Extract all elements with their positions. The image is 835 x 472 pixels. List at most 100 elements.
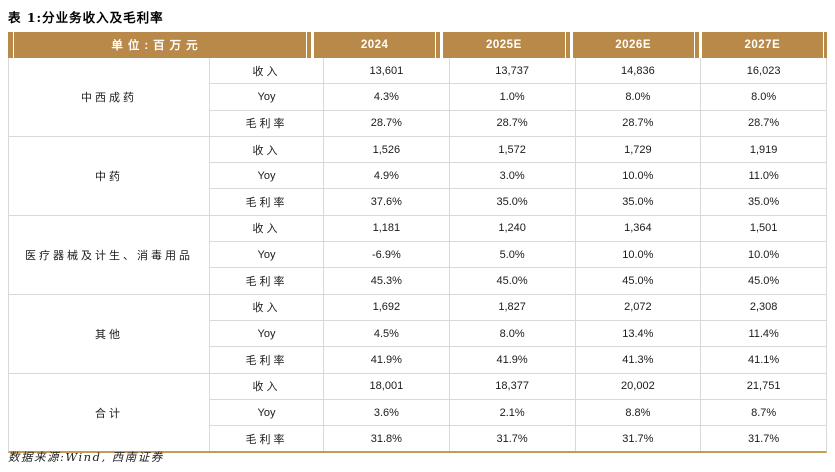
header-separator — [435, 32, 444, 58]
table-row: 收入 13,601 13,737 14,836 16,023 — [210, 58, 826, 84]
value-cell: 5.0% — [450, 242, 576, 268]
value-cell: 35.0% — [748, 196, 780, 209]
table-row: Yoy 4.3% 1.0% 8.0% 8.0% — [210, 83, 826, 110]
segment-rows: 收入 1,526 1,572 1,729 1,919 Yoy 4.9% 3.0% 10.0% 11… — [210, 136, 826, 215]
value-cell: 8.0% — [751, 90, 777, 103]
value-cell: 41.9% — [324, 347, 450, 373]
table-row: Yoy 4.5% 8.0% 13.4% 11.4% — [210, 319, 826, 347]
header-separator — [693, 32, 702, 58]
value-cell: 8.8% — [576, 399, 702, 426]
value-cell: 4.9% — [324, 163, 450, 189]
unit-header-cell: 单位:百万元 — [8, 32, 306, 58]
metric-label-cell: Yoy — [210, 399, 324, 426]
value-cell: 2.1% — [450, 399, 576, 426]
table-row: 毛利率 28.7% 28.7% 28.7% 28.7% — [210, 109, 826, 136]
table-row: 收入 1,526 1,572 1,729 1,919 — [210, 136, 826, 163]
metric-label-cell: 收入 — [210, 136, 324, 163]
segment-name-cell: 中西成药 — [9, 58, 210, 136]
metric-label-cell: 收入 — [210, 294, 324, 320]
table-row: 毛利率 45.3% 45.0% 45.0% 45.0% — [210, 267, 826, 294]
segment-rows: 收入 1,181 1,240 1,364 1,501 Yoy -6.9% 5.0% 10.0% 1… — [210, 215, 826, 294]
segment-block: 中药 收入 1,526 1,572 1,729 1,919 Yoy 4.9% 3.0% 10.0%… — [9, 135, 826, 215]
value-cell: 18,001 — [324, 373, 450, 399]
value-cell: 37.6% — [324, 189, 450, 215]
metric-label-cell: Yoy — [210, 320, 324, 347]
value-cell: 31.7% — [748, 432, 780, 445]
value-cell: 28.7% — [324, 110, 450, 136]
value-cell: -6.9% — [324, 242, 450, 268]
segment-block: 中西成药 收入 13,601 13,737 14,836 16,023 Yoy 4.3% 1.0… — [9, 58, 826, 136]
header-separator — [564, 32, 573, 58]
value-cell: 45.3% — [324, 268, 450, 294]
metric-label-cell: 收入 — [210, 58, 324, 84]
value-cell: 1,572 — [450, 136, 576, 163]
segment-name-cell: 其他 — [9, 294, 210, 373]
value-cell: 28.7% — [576, 110, 702, 136]
value-cell: 41.1% — [748, 353, 780, 366]
year-header-cell: 2024 — [314, 32, 436, 58]
value-cell: 1,827 — [450, 294, 576, 320]
value-cell: 1,729 — [576, 136, 702, 163]
value-cell: 45.0% — [576, 268, 702, 294]
value-cell: 11.0% — [748, 169, 779, 182]
table-body: 中西成药 收入 13,601 13,737 14,836 16,023 Yoy 4.3% 1.0… — [8, 58, 827, 454]
value-cell: 45.0% — [748, 275, 780, 288]
value-cell: 3.6% — [324, 399, 450, 426]
segment-rows: 收入 13,601 13,737 14,836 16,023 Yoy 4.3% 1.0% 8.0… — [210, 58, 826, 136]
value-cell: 10.0% — [576, 163, 702, 189]
value-cell: 13,601 — [324, 58, 450, 84]
segment-block: 医疗器械及计生、消毒用品 收入 1,181 1,240 1,364 1,501 Yoy -6.… — [9, 214, 826, 294]
value-cell: 10.0% — [748, 248, 780, 261]
value-cell: 31.7% — [576, 426, 702, 452]
table-header-row: 单位:百万元 2024 2025E 2026E 2027E — [8, 32, 827, 58]
value-cell: 1,240 — [450, 215, 576, 242]
data-source-note: 数据来源:Wind, 西南证券 — [8, 450, 164, 464]
metric-label-cell: 收入 — [210, 373, 324, 399]
table-row: 毛利率 37.6% 35.0% 35.0% 35.0% — [210, 188, 826, 215]
value-cell: 31.8% — [324, 426, 450, 452]
metric-label-cell: 毛利率 — [210, 189, 324, 215]
value-cell: 1,501 — [749, 222, 778, 235]
value-cell: 14,836 — [576, 58, 702, 84]
segment-name-cell: 医疗器械及计生、消毒用品 — [9, 215, 210, 294]
value-cell: 31.7% — [450, 426, 576, 452]
header-separator — [306, 32, 314, 58]
table-row: 收入 1,692 1,827 2,072 2,308 — [210, 294, 826, 320]
metric-label-cell: Yoy — [210, 163, 324, 189]
segment-name-cell: 中药 — [9, 136, 210, 215]
table-row: 毛利率 31.8% 31.7% 31.7% 31.7% — [210, 425, 826, 452]
metric-label-cell: 毛利率 — [210, 347, 324, 373]
value-cell: 8.0% — [576, 84, 702, 110]
table-row: Yoy 4.9% 3.0% 10.0% 11.0% — [210, 162, 826, 189]
year-header-cell: 2026E — [572, 32, 694, 58]
segment-name-cell: 合计 — [9, 373, 210, 452]
value-cell: 41.3% — [576, 347, 702, 373]
segment-block: 合计 收入 18,001 18,377 20,002 21,751 Yoy 3.6% 2.1% 8… — [9, 372, 826, 452]
value-cell: 11.4% — [748, 327, 779, 340]
metric-label-cell: 收入 — [210, 215, 324, 242]
table-row: 毛利率 41.9% 41.9% 41.3% 41.1% — [210, 346, 826, 373]
value-cell: 35.0% — [576, 189, 702, 215]
value-cell: 1,526 — [324, 136, 450, 163]
value-cell: 1,919 — [749, 143, 778, 156]
value-cell: 8.7% — [751, 406, 777, 419]
value-cell: 13.4% — [576, 320, 702, 347]
table-title: 表 1:分业务收入及毛利率 — [8, 10, 164, 25]
value-cell: 20,002 — [576, 373, 702, 399]
value-cell: 1,692 — [324, 294, 450, 320]
value-cell: 41.9% — [450, 347, 576, 373]
metric-label-cell: Yoy — [210, 242, 324, 268]
value-cell: 8.0% — [450, 320, 576, 347]
table-row: 收入 1,181 1,240 1,364 1,501 — [210, 215, 826, 242]
value-cell: 1,364 — [576, 215, 702, 242]
segment-block: 其他 收入 1,692 1,827 2,072 2,308 Yoy 4.5% 8.0% 13.4%… — [9, 293, 826, 373]
value-cell: 21,751 — [746, 380, 781, 393]
metric-label-cell: 毛利率 — [210, 110, 324, 136]
segment-rows: 收入 1,692 1,827 2,072 2,308 Yoy 4.5% 8.0% 13.4% 11… — [210, 294, 826, 373]
value-cell: 28.7% — [748, 117, 780, 130]
value-cell: 3.0% — [450, 163, 576, 189]
value-cell: 4.5% — [324, 320, 450, 347]
value-cell: 4.3% — [324, 84, 450, 110]
value-cell: 1.0% — [450, 84, 576, 110]
